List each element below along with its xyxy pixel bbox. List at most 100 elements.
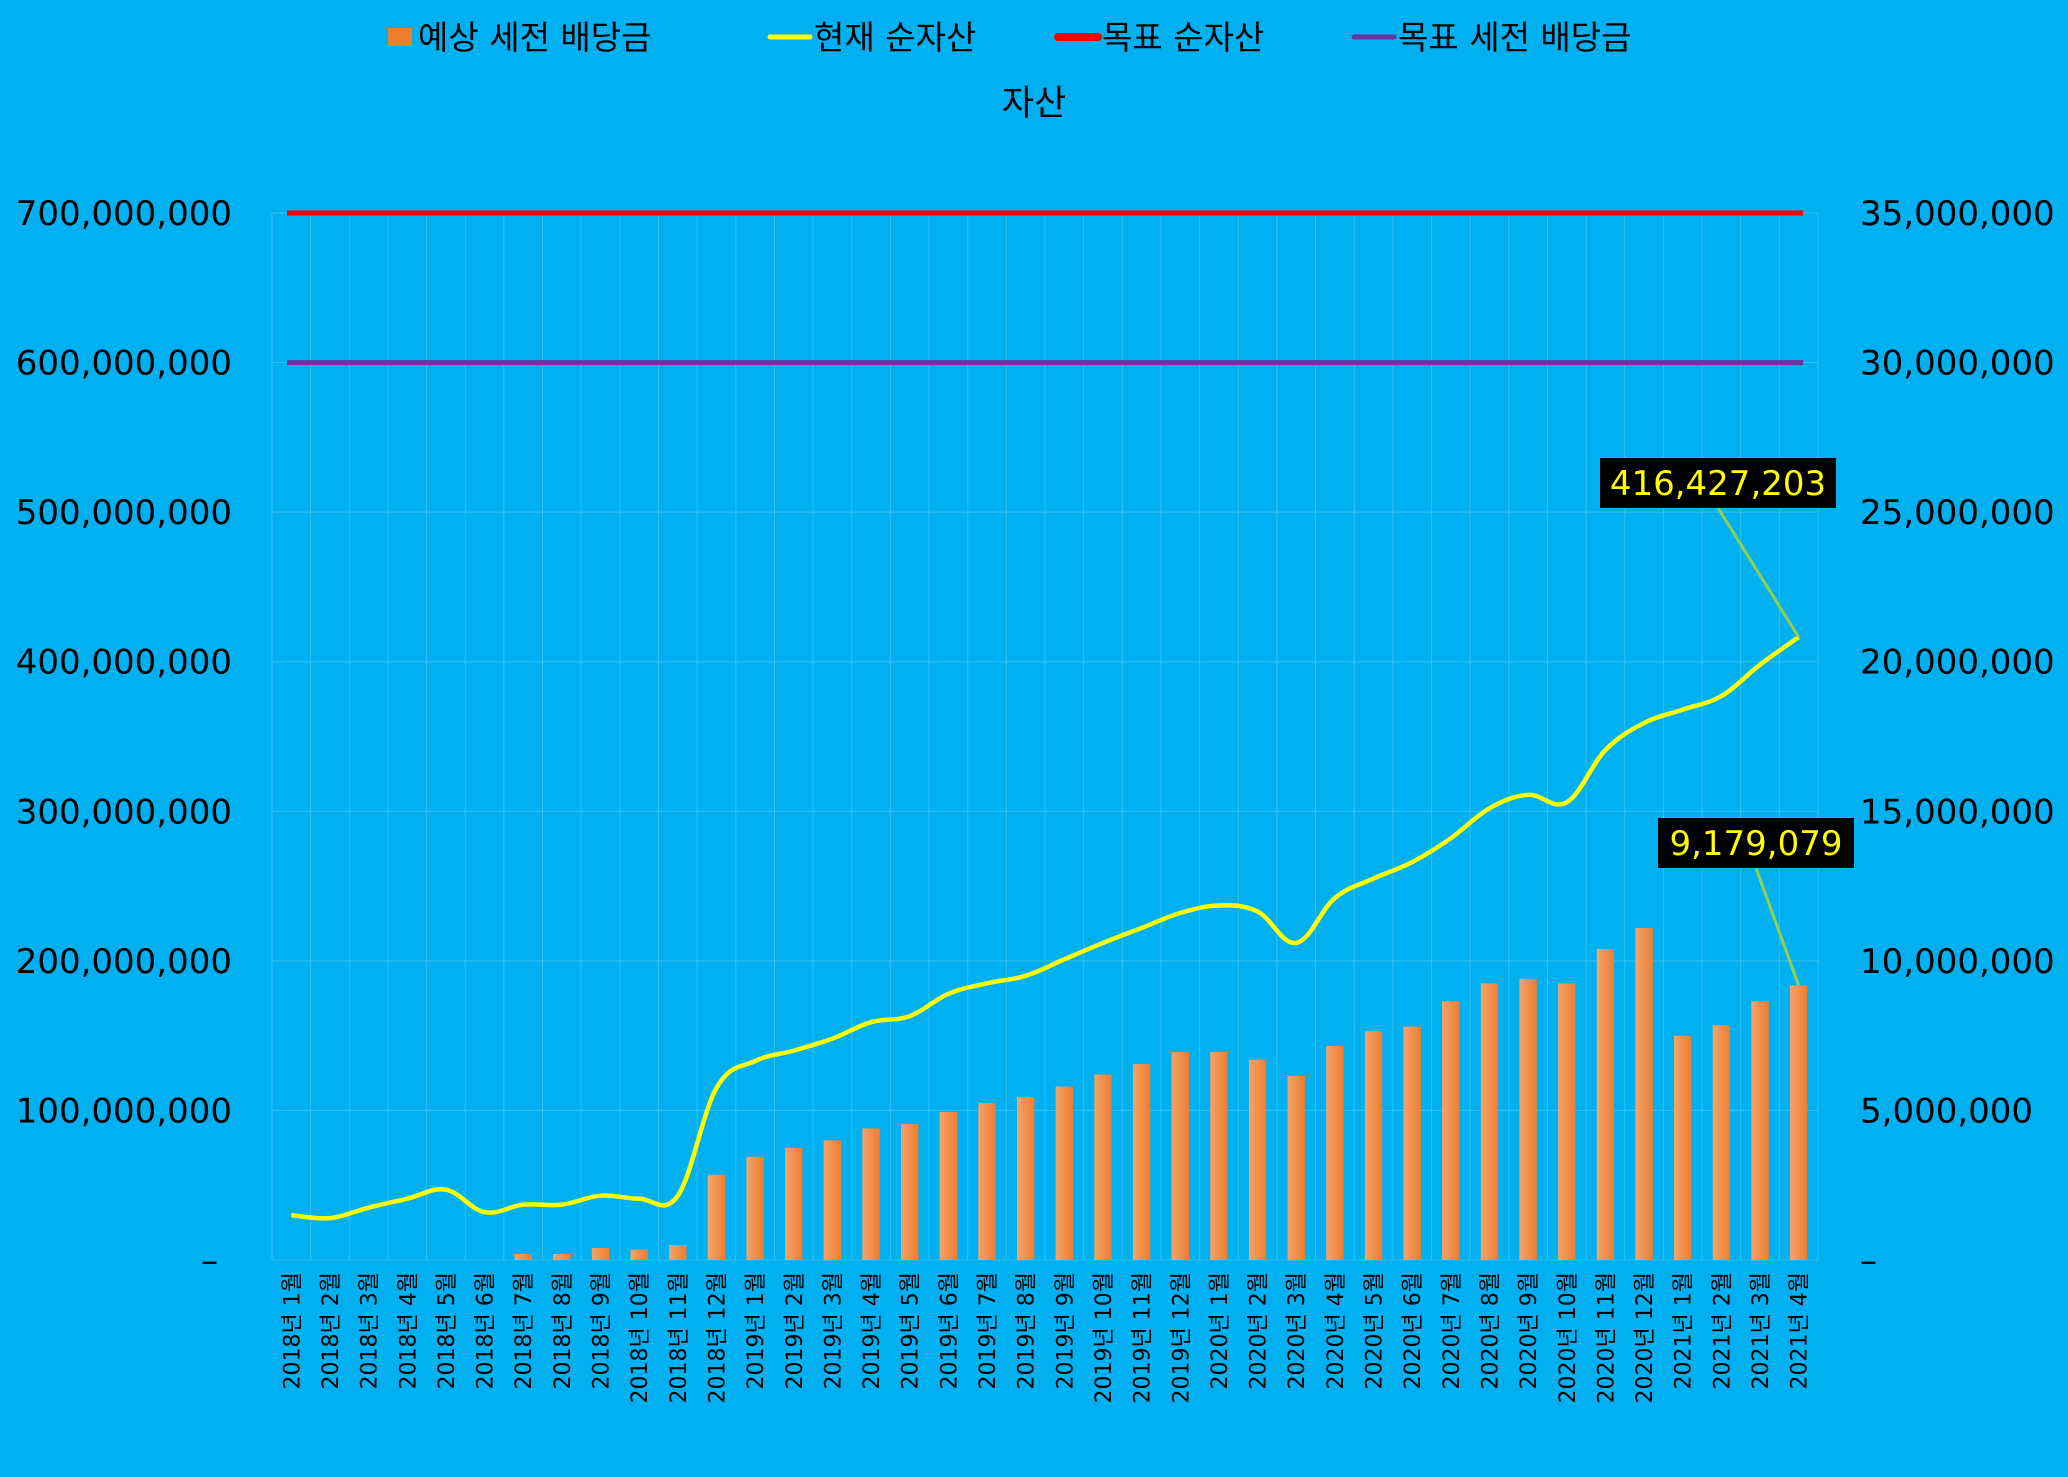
dividend-bar xyxy=(1055,1086,1074,1260)
left-tick-label: 700,000,000 xyxy=(16,194,232,234)
dividend-bar xyxy=(901,1123,919,1260)
dividend-bar xyxy=(978,1102,996,1260)
dividend-bar xyxy=(669,1245,687,1260)
x-tick-label: 2020년 10월 xyxy=(1556,1272,1581,1403)
left-tick-label: 500,000,000 xyxy=(16,493,232,533)
x-tick-label: 2021년 1월 xyxy=(1672,1272,1697,1389)
callouts: 416,427,203 9,179,079 xyxy=(1600,458,1854,986)
x-axis: 2018년 1월 2018년 2월 2018년 3월 2018년 4월 2018년 5월… xyxy=(280,1272,1812,1403)
dividend-bar xyxy=(1287,1076,1305,1260)
dividend-bar xyxy=(1442,1001,1460,1260)
dividend-bar xyxy=(591,1248,610,1260)
legend-label: 목표 순자산 xyxy=(1102,18,1264,57)
left-tick-label: 400,000,000 xyxy=(16,643,232,683)
x-tick-label: 2018년 10월 xyxy=(628,1272,653,1403)
legend: 예상 세전 배당금 현재 순자산 목표 순자산 목표 세전 배당금 xyxy=(388,18,1632,57)
dividend-bar xyxy=(1132,1064,1151,1260)
dividend-bar xyxy=(514,1254,532,1260)
x-tick-label: 2021년 4월 xyxy=(1788,1272,1813,1389)
dividend-bar xyxy=(1674,1035,1692,1260)
right-tick-label: 30,000,000 xyxy=(1860,344,2055,384)
x-tick-label: 2020년 3월 xyxy=(1285,1272,1310,1389)
right-tick-label: 25,000,000 xyxy=(1860,493,2055,533)
legend-label: 예상 세전 배당금 xyxy=(418,18,652,57)
x-tick-label: 2018년 2월 xyxy=(319,1272,344,1389)
x-tick-label: 2019년 3월 xyxy=(821,1272,846,1389)
x-tick-label: 2021년 2월 xyxy=(1710,1272,1735,1389)
dividend-bar xyxy=(1094,1074,1112,1260)
callout-label: 9,179,079 xyxy=(1669,824,1842,864)
x-tick-label: 2020년 4월 xyxy=(1324,1272,1349,1389)
left-axis: – 100,000,000 200,000,000 300,000,000 400,00… xyxy=(16,194,232,1281)
dividend-bar xyxy=(1248,1059,1267,1260)
x-tick-label: 2020년 11월 xyxy=(1594,1272,1619,1403)
x-tick-label: 2018년 12월 xyxy=(705,1272,730,1403)
left-tick-label: 300,000,000 xyxy=(16,792,232,832)
x-tick-label: 2021년 3월 xyxy=(1749,1272,1774,1389)
x-tick-label: 2019년 11월 xyxy=(1131,1272,1156,1403)
x-tick-label: 2019년 5월 xyxy=(899,1272,924,1389)
x-tick-label: 2020년 6월 xyxy=(1401,1272,1426,1389)
callout-leader xyxy=(1754,867,1801,986)
chart-title: 자산 xyxy=(1002,84,1066,124)
dividend-bar xyxy=(939,1111,958,1260)
dividend-bar xyxy=(1480,983,1499,1260)
gridlines xyxy=(271,212,1819,1261)
dividend-bar xyxy=(1558,983,1576,1260)
callout-label: 416,427,203 xyxy=(1610,464,1826,504)
bar-series xyxy=(514,927,1808,1260)
callout-leader xyxy=(1716,507,1800,638)
callout-box xyxy=(1600,458,1836,508)
right-tick-label: 35,000,000 xyxy=(1860,194,2055,234)
x-tick-label: 2020년 7월 xyxy=(1440,1272,1465,1389)
legend-label: 목표 세전 배당금 xyxy=(1398,18,1632,57)
x-tick-label: 2020년 9월 xyxy=(1517,1272,1542,1389)
dividend-bar xyxy=(1635,927,1653,1260)
left-tick-label: – xyxy=(201,1241,218,1281)
dividend-bar xyxy=(1016,1096,1035,1260)
dividend-bar xyxy=(553,1254,571,1260)
dividend-bar xyxy=(1519,978,1537,1260)
x-tick-label: 2019년 2월 xyxy=(783,1272,808,1389)
right-tick-label: – xyxy=(1860,1241,1877,1281)
right-axis: – 5,000,000 10,000,000 15,000,000 20,000,000… xyxy=(1860,194,2055,1281)
dividend-bar xyxy=(1596,948,1615,1260)
dividend-bar xyxy=(746,1156,764,1260)
x-tick-label: 2018년 3월 xyxy=(358,1272,383,1389)
legend-swatch xyxy=(388,28,412,46)
x-tick-label: 2019년 7월 xyxy=(976,1272,1001,1389)
x-tick-label: 2018년 7월 xyxy=(512,1272,537,1389)
x-tick-label: 2019년 4월 xyxy=(860,1272,885,1389)
x-tick-label: 2020년 1월 xyxy=(1208,1272,1233,1389)
line-series xyxy=(287,210,1803,1221)
x-tick-label: 2019년 9월 xyxy=(1053,1272,1078,1389)
dividend-bar xyxy=(1210,1052,1228,1260)
x-tick-label: 2018년 1월 xyxy=(280,1272,305,1389)
dividend-bar xyxy=(1326,1046,1344,1260)
left-tick-label: 600,000,000 xyxy=(16,344,232,384)
x-tick-label: 2019년 1월 xyxy=(744,1272,769,1389)
callout-box xyxy=(1658,818,1854,868)
dividend-bar xyxy=(1712,1025,1731,1260)
legend-label: 현재 순자산 xyxy=(814,18,976,57)
left-tick-label: 100,000,000 xyxy=(16,1091,232,1131)
dividend-bar xyxy=(1403,1026,1421,1260)
dividend-bar xyxy=(1364,1031,1383,1260)
x-tick-label: 2019년 8월 xyxy=(1015,1272,1040,1389)
dividend-bar xyxy=(862,1128,880,1260)
dividend-bar xyxy=(823,1140,842,1260)
x-tick-label: 2018년 4월 xyxy=(396,1272,421,1389)
x-tick-label: 2020년 8월 xyxy=(1478,1272,1503,1389)
dividend-bar xyxy=(707,1174,726,1260)
left-tick-label: 200,000,000 xyxy=(16,942,232,982)
right-tick-label: 10,000,000 xyxy=(1860,942,2055,982)
dividend-bar xyxy=(785,1147,803,1260)
net-asset-line xyxy=(291,635,1800,1221)
x-tick-label: 2018년 5월 xyxy=(435,1272,460,1389)
x-tick-label: 2020년 12월 xyxy=(1633,1272,1658,1403)
right-tick-label: 15,000,000 xyxy=(1860,792,2055,832)
x-tick-label: 2018년 9월 xyxy=(590,1272,615,1389)
x-tick-label: 2018년 8월 xyxy=(551,1272,576,1389)
x-tick-label: 2019년 10월 xyxy=(1092,1272,1117,1403)
